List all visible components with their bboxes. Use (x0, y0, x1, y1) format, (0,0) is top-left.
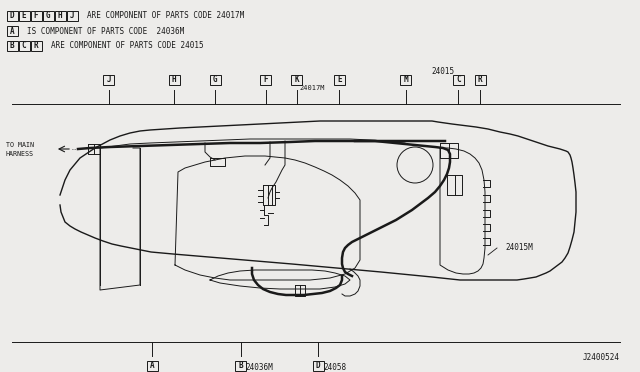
Bar (19, 11, 29, 21)
Text: A: A (10, 26, 14, 35)
Bar (452, 75, 464, 85)
Text: D: D (10, 12, 14, 20)
Text: 24015: 24015 (431, 67, 454, 77)
Bar (42, 11, 54, 21)
Text: J: J (106, 76, 111, 84)
Bar (312, 361, 324, 371)
Text: G: G (212, 76, 218, 84)
Bar (333, 75, 345, 85)
Text: ARE COMPONENT OF PARTS CODE 24015: ARE COMPONENT OF PARTS CODE 24015 (51, 42, 204, 51)
Bar (260, 75, 271, 85)
Text: R: R (477, 76, 483, 84)
Text: F: F (263, 76, 268, 84)
Text: C: C (22, 42, 26, 51)
Text: 24036M: 24036M (245, 362, 273, 372)
Bar (291, 75, 303, 85)
Text: M: M (403, 76, 408, 84)
Text: G: G (45, 12, 51, 20)
Text: HARNESS: HARNESS (6, 151, 34, 157)
Text: H: H (172, 76, 177, 84)
Text: 24015M: 24015M (505, 244, 532, 253)
Text: TO MAIN: TO MAIN (6, 142, 34, 148)
Text: B: B (238, 362, 243, 371)
Text: ARE COMPONENT OF PARTS CODE 24017M: ARE COMPONENT OF PARTS CODE 24017M (87, 12, 244, 20)
Text: H: H (58, 12, 62, 20)
Bar (6, 41, 17, 51)
Text: D: D (316, 362, 321, 371)
Bar (400, 75, 412, 85)
Bar (19, 41, 29, 51)
Bar (54, 11, 65, 21)
Text: R: R (34, 42, 38, 51)
Text: E: E (337, 76, 342, 84)
Bar (67, 11, 77, 21)
Text: F: F (34, 12, 38, 20)
Bar (147, 361, 158, 371)
Bar (209, 75, 221, 85)
Bar (168, 75, 180, 85)
Text: A: A (150, 362, 155, 371)
Bar (6, 11, 17, 21)
Text: K: K (294, 76, 300, 84)
Bar (31, 11, 42, 21)
Text: IS COMPONENT OF PARTS CODE  24036M: IS COMPONENT OF PARTS CODE 24036M (27, 26, 184, 35)
Bar (6, 26, 17, 36)
Text: B: B (10, 42, 14, 51)
Bar (103, 75, 115, 85)
Bar (31, 41, 42, 51)
Text: E: E (22, 12, 26, 20)
Bar (474, 75, 486, 85)
Text: C: C (456, 76, 461, 84)
Text: 24017M: 24017M (299, 85, 324, 91)
Bar (235, 361, 246, 371)
Text: 24058: 24058 (323, 362, 346, 372)
Text: J: J (70, 12, 74, 20)
Text: J2400524: J2400524 (583, 353, 620, 362)
